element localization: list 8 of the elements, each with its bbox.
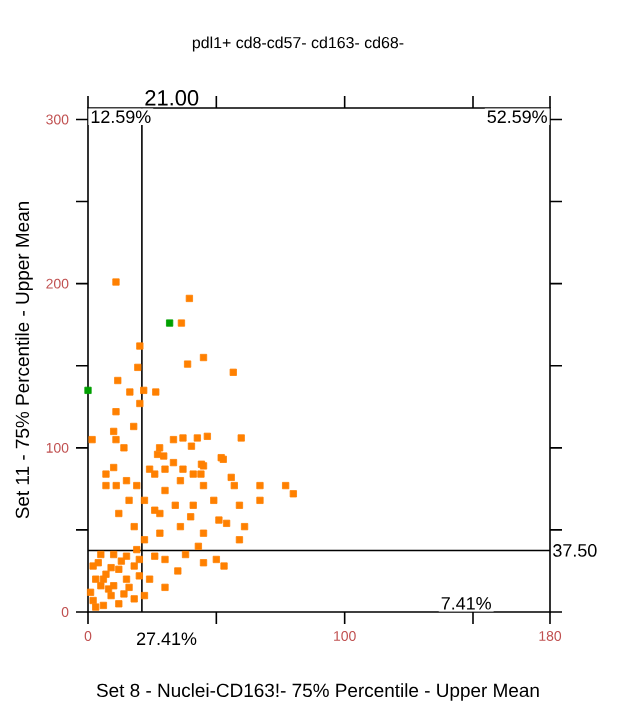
y-axis-title: Set 11 - 75% Percentile - Upper Mean — [15, 202, 33, 519]
annotation: 52.59% — [487, 110, 547, 124]
annotation: 12.59% — [91, 110, 151, 124]
annotation: 7.41% — [441, 597, 491, 610]
ref-line-label: 21.00 — [145, 90, 199, 106]
text: 27.41% — [137, 632, 197, 646]
ref-line-label: 37.50 — [553, 544, 597, 557]
x-axis-title: Set 8 - Nuclei-CD163!- 75% Percentile - Upper Mean — [96, 683, 539, 701]
